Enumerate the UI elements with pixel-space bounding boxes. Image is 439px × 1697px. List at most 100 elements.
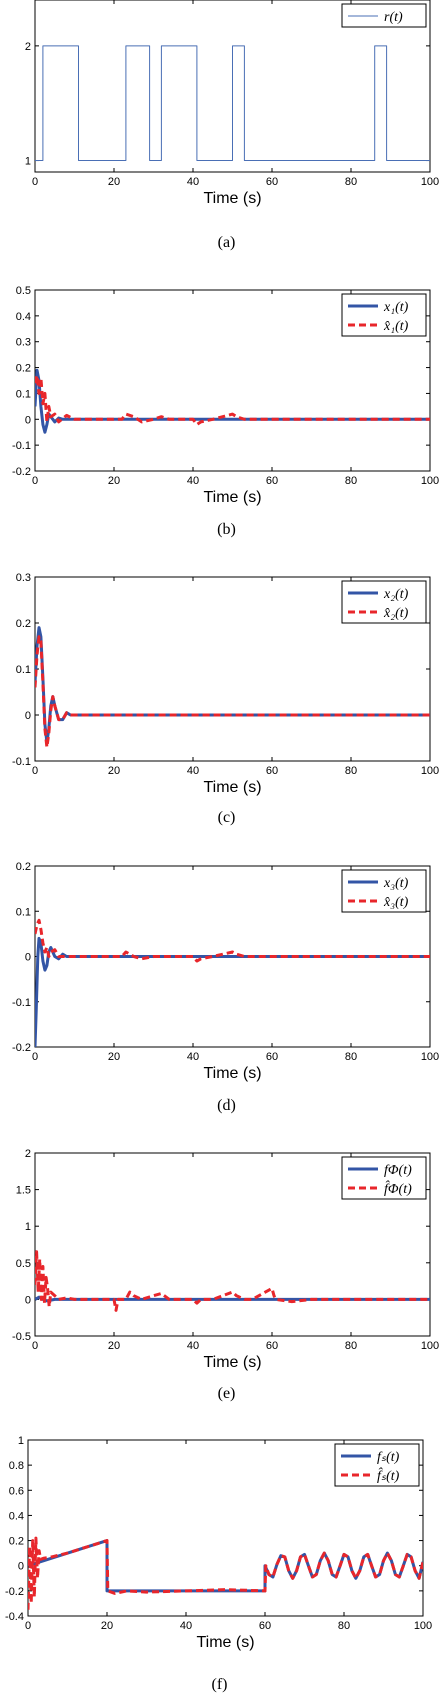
x-tick-label: 80 — [345, 1051, 357, 1063]
x-tick-label: 40 — [187, 475, 199, 487]
y-tick-label: 0 — [18, 1561, 24, 1573]
panel-caption: (b) — [217, 521, 236, 538]
legend-label: x₁(t) — [383, 300, 409, 315]
series-line-estimate — [35, 635, 430, 749]
legend-label: f̂Φ(t) — [384, 1180, 412, 1197]
x-axis-label: Time (s) — [203, 779, 261, 796]
legend-label: r(t) — [384, 10, 403, 25]
panel-caption: (f) — [212, 1676, 228, 1693]
y-tick-label: 0.2 — [16, 363, 31, 375]
y-tick-label: 0.4 — [9, 1510, 24, 1522]
chart-panel-c: 0 20 40 60 80 100-0.100.10.20.3x₂(t)x̂₂(t)Tim… — [12, 572, 439, 826]
legend-label: x̂₃(t) — [383, 895, 409, 910]
x-tick-label: 80 — [345, 1340, 357, 1352]
y-tick-label: 0.8 — [9, 1460, 24, 1472]
series-line-estimate — [35, 373, 430, 426]
y-tick-label: 0.2 — [16, 861, 31, 873]
y-tick-label: 0.2 — [16, 618, 31, 630]
y-tick-label: 0.6 — [9, 1485, 24, 1497]
x-axis-label: Time (s) — [203, 1065, 261, 1082]
x-tick-label: 100 — [421, 176, 439, 188]
y-tick-label: -0.4 — [5, 1611, 24, 1623]
legend-box — [334, 1443, 420, 1487]
series-line-estimate — [28, 1536, 423, 1610]
chart-panel-a: 0 20 40 60 80 100 1 2 r(t) Time (s) (a) — [25, 0, 439, 251]
y-tick-label: 1 — [18, 1435, 24, 1447]
x-tick-label: 0 — [32, 765, 38, 777]
x-tick-label: 40 — [180, 1620, 192, 1632]
x-axis-label: Time (s) — [203, 1354, 261, 1371]
x-tick-label: 100 — [421, 475, 439, 487]
legend-label: x₃(t) — [383, 876, 409, 891]
x-tick-label: 0 — [32, 1340, 38, 1352]
x-tick-label: 60 — [266, 1340, 278, 1352]
y-tick-label: 0 — [25, 1294, 31, 1306]
legend-label: fₛ(t) — [377, 1450, 400, 1465]
y-tick-label: -0.1 — [12, 997, 31, 1009]
x-tick-label: 20 — [101, 1620, 113, 1632]
panel-caption: (e) — [218, 1385, 236, 1402]
x-tick-label: 0 — [32, 176, 38, 188]
x-tick-label: 100 — [421, 1340, 439, 1352]
legend-label: x₂(t) — [383, 587, 409, 602]
legend-box — [341, 1156, 427, 1200]
x-tick-label: 60 — [266, 475, 278, 487]
y-tick-label: 0.1 — [16, 906, 31, 918]
y-tick-label: 1 — [25, 1221, 31, 1233]
y-tick-label: 0.3 — [16, 572, 31, 584]
x-tick-label: 40 — [187, 1340, 199, 1352]
y-tick-label: -0.2 — [12, 466, 31, 478]
x-tick-label: 60 — [266, 176, 278, 188]
x-tick-label: 60 — [259, 1620, 271, 1632]
y-tick-label: -0.2 — [12, 1042, 31, 1054]
panel-caption: (c) — [218, 809, 236, 826]
x-tick-label: 40 — [187, 176, 199, 188]
x-tick-label: 40 — [187, 1051, 199, 1063]
y-tick-label: 0.2 — [9, 1536, 24, 1548]
legend-box — [341, 580, 427, 624]
legend-label: fΦ(t) — [384, 1163, 412, 1178]
x-tick-label: 100 — [414, 1620, 432, 1632]
chart-panel-d: 0 20 40 60 80 100 -0.2 -0.1 0 0.1 0.2 x₃(t) x̂₃(t) Ti… — [12, 861, 439, 1114]
series-line-estimate — [35, 918, 430, 963]
legend-box — [341, 293, 427, 337]
x-tick-label: 100 — [421, 765, 439, 777]
x-tick-label: 100 — [421, 1051, 439, 1063]
x-tick-label: 60 — [266, 1051, 278, 1063]
legend-label: f̂ₛ(t) — [377, 1467, 400, 1484]
y-tick-label: 0.1 — [16, 664, 31, 676]
y-tick-label: -0.5 — [12, 1331, 31, 1343]
x-tick-label: 80 — [338, 1620, 350, 1632]
x-tick-label: 20 — [108, 765, 120, 777]
y-tick-label: 1 — [25, 156, 31, 168]
x-axis-label: Time (s) — [203, 489, 261, 506]
x-tick-label: 60 — [266, 765, 278, 777]
x-axis-label: Time (s) — [196, 1634, 254, 1651]
x-tick-label: 80 — [345, 475, 357, 487]
y-tick-label: 0 — [25, 414, 31, 426]
legend-label: x̂₂(t) — [383, 606, 409, 621]
x-tick-label: 20 — [108, 176, 120, 188]
legend-box — [341, 3, 427, 28]
y-tick-label: 2 — [25, 41, 31, 53]
x-tick-label: 40 — [187, 765, 199, 777]
chart-panel-f: 0 20 40 60 80 100 -0.4 -0.2 0 0.2 0.4 0.6 0.8 1 fₛ(t) f… — [5, 1435, 432, 1693]
x-tick-label: 0 — [32, 475, 38, 487]
y-tick-label: 0 — [25, 710, 31, 722]
x-tick-label: 0 — [25, 1620, 31, 1632]
panel-caption: (d) — [217, 1097, 236, 1114]
chart-panel-b: 0 20 40 60 80 100 -0.2 -0.1 0 0.1 0.2 0.3 0.4 0.5 x₁(t… — [12, 285, 439, 538]
x-tick-label: 80 — [345, 176, 357, 188]
y-tick-label: 0.5 — [16, 1258, 31, 1270]
panel-caption: (a) — [218, 234, 236, 251]
y-tick-label: -0.1 — [12, 440, 31, 452]
chart-panel-e: 0 20 40 60 80 100-0.500.511.52fΦ(t)f̂Φ(t)Time… — [12, 1148, 439, 1402]
y-tick-label: -0.1 — [12, 756, 31, 768]
y-tick-label: 0.4 — [16, 311, 31, 323]
x-tick-label: 0 — [32, 1051, 38, 1063]
y-tick-label: 0 — [25, 952, 31, 964]
legend-label: x̂₁(t) — [383, 319, 409, 334]
y-tick-label: 0.5 — [16, 285, 31, 297]
series-line-estimate — [35, 1250, 430, 1312]
y-tick-label: 0.3 — [16, 337, 31, 349]
